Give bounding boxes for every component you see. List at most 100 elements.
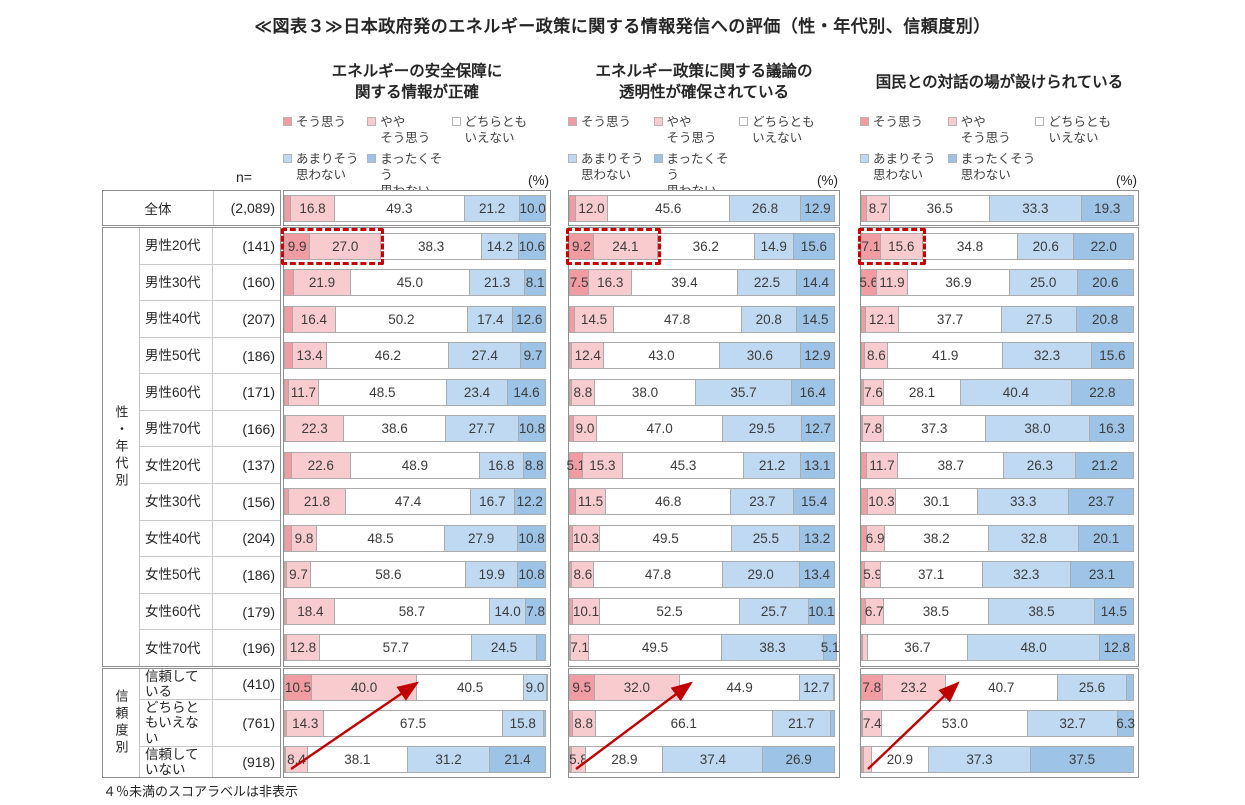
bar-segment: 9.7 [285, 561, 312, 589]
bar-row: 14.3 67.5 15.8 [284, 705, 550, 741]
row-n: (196) [242, 640, 275, 657]
table-row: 男性70代 (166) [140, 409, 280, 447]
bar-segment: 26.3 [1003, 451, 1077, 479]
bar-segment: 11.7 [287, 378, 319, 406]
bar-segment: 12.1 [865, 305, 899, 333]
bar-segment: 10.8 [517, 524, 546, 552]
stacked-bar: 12.1 37.7 27.5 20.8 [861, 305, 1138, 333]
bar-row: 9.2 24.1 36.2 14.9 15.6 [566, 227, 839, 265]
legend-item: そう思う [860, 114, 948, 147]
bar-segment: 38.0 [593, 378, 697, 406]
bar-segment: 8.1 [524, 269, 546, 297]
legend-label: やや そう思う [960, 115, 1011, 146]
bar-segment: 5.6 [859, 269, 878, 297]
bar-segment: 10.1 [807, 597, 835, 625]
bar-segment: 22.3 [285, 415, 345, 443]
category-table: 全体 (2,089) 性・年代別 男性20代 (141) 男性30代 (160) 男性40代 (… [102, 190, 281, 779]
stacked-bar: 9.2 24.1 36.2 14.9 15.6 [566, 227, 839, 265]
bar-segment: 38.7 [897, 451, 1005, 479]
bar-segment: 10.8 [517, 561, 546, 589]
bar-segment: 28.9 [585, 745, 664, 773]
bars-section: 10.5 40.0 40.5 9.0 14.3 67.5 15.8 8.4 38.1 31.2 21… [283, 668, 551, 778]
bar-segment: 13.2 [799, 524, 835, 552]
bar-segment: 21.2 [463, 194, 521, 222]
stacked-bar: 12.4 43.0 30.6 12.9 [569, 342, 839, 370]
stacked-bar: 8.7 36.5 33.3 19.3 [861, 194, 1138, 222]
bar-segment: 19.9 [465, 561, 519, 589]
bar-segment: 23.2 [881, 673, 946, 701]
bar-segment: 45.6 [606, 194, 730, 222]
bar-row: 18.4 58.7 14.0 7.8 [284, 593, 550, 630]
bar-segment: 14.3 [286, 709, 325, 737]
bar-segment [535, 634, 546, 662]
legend-label: あまりそう 思わない [873, 151, 936, 182]
bar-segment: 8.8 [570, 378, 595, 406]
bar-segment: 25.6 [1056, 673, 1128, 701]
stacked-bar: 13.4 46.2 27.4 9.7 [284, 342, 550, 370]
table-row: 女性70代 (196) [140, 629, 280, 666]
percent-label: (%) [528, 173, 549, 188]
bar-segment: 48.9 [349, 451, 480, 479]
bar-segment: 20.6 [1076, 269, 1134, 297]
bar-segment: 38.3 [720, 634, 825, 662]
bar-row: 11.5 46.8 23.7 15.4 [569, 484, 839, 521]
row-label: 女性70代 [140, 630, 213, 666]
stacked-bar: 11.7 38.7 26.3 21.2 [861, 451, 1138, 479]
bar-segment: 16.3 [588, 269, 633, 297]
bar-segment: 40.5 [416, 673, 525, 701]
stacked-bar: 7.5 16.3 39.4 22.5 14.4 [569, 269, 839, 297]
bar-row: 9.7 58.6 19.9 10.8 [284, 557, 550, 594]
stacked-bar: 10.3 49.5 25.5 13.2 [569, 524, 839, 552]
bar-segment: 38.1 [306, 745, 409, 773]
bar-segment: 47.8 [612, 305, 742, 333]
bar-segment [542, 709, 546, 737]
row-label: 女性30代 [140, 484, 213, 520]
legend-label: やや そう思う [666, 115, 717, 146]
bar-segment: 27.0 [309, 232, 382, 260]
bar-segment: 38.6 [343, 415, 446, 443]
bar-segment: 20.6 [1017, 232, 1075, 260]
bar-segment: 36.7 [866, 634, 969, 662]
bar-segment: 23.7 [1068, 488, 1134, 516]
chart-title: エネルギーの安全保障に 関する情報が正確 [331, 63, 503, 101]
bars-section: 16.8 49.3 21.2 10.0 [283, 190, 551, 226]
bar-segment: 28.1 [883, 378, 961, 406]
bar-segment: 21.3 [468, 269, 526, 297]
bar-segment: 27.4 [448, 342, 522, 370]
stacked-bar: 14.3 67.5 15.8 [284, 709, 550, 737]
bar-row: 7.1 49.5 38.3 5.1 [569, 630, 839, 667]
bar-segment: 16.7 [470, 488, 515, 516]
bar-segment: 26.9 [762, 745, 835, 773]
bar-segment: 37.3 [882, 415, 986, 443]
bar-segment: 49.5 [598, 524, 733, 552]
stacked-bar: 11.7 48.5 23.4 14.6 [284, 378, 550, 406]
bar-segment: 22.5 [736, 269, 798, 297]
legend-swatch [947, 153, 957, 163]
bar-segment: 58.7 [333, 597, 490, 625]
bars-section: 8.7 36.5 33.3 19.3 [860, 190, 1139, 226]
bar-segment: 11.5 [575, 488, 607, 516]
bar-segment: 7.6 [863, 378, 885, 406]
bar-segment: 33.3 [989, 194, 1082, 222]
row-n: (171) [242, 384, 275, 401]
stacked-bar: 9.8 48.5 27.9 10.8 [284, 524, 550, 552]
table-row: 信頼していない (918) [140, 745, 280, 778]
row-label: 全体 [103, 191, 214, 225]
bar-segment: 23.7 [730, 488, 795, 516]
group-label: 信頼度別 [103, 669, 140, 777]
row-n: (410) [242, 676, 275, 693]
bar-segment: 7.8 [862, 415, 884, 443]
bar-segment: 5.1 [567, 451, 585, 479]
stacked-bar: 9.5 32.0 44.9 12.7 [569, 673, 839, 701]
bar-segment: 11.9 [875, 269, 909, 297]
bar-segment: 16.3 [1089, 415, 1135, 443]
bar-segment: 38.5 [882, 597, 990, 625]
legend-label: やや そう思う [380, 115, 431, 146]
legend-swatch [283, 117, 292, 126]
bar-segment: 14.6 [507, 378, 546, 406]
row-label: 男性30代 [140, 264, 213, 301]
legend-item: やや そう思う [367, 114, 451, 147]
bar-segment: 13.1 [799, 451, 835, 479]
